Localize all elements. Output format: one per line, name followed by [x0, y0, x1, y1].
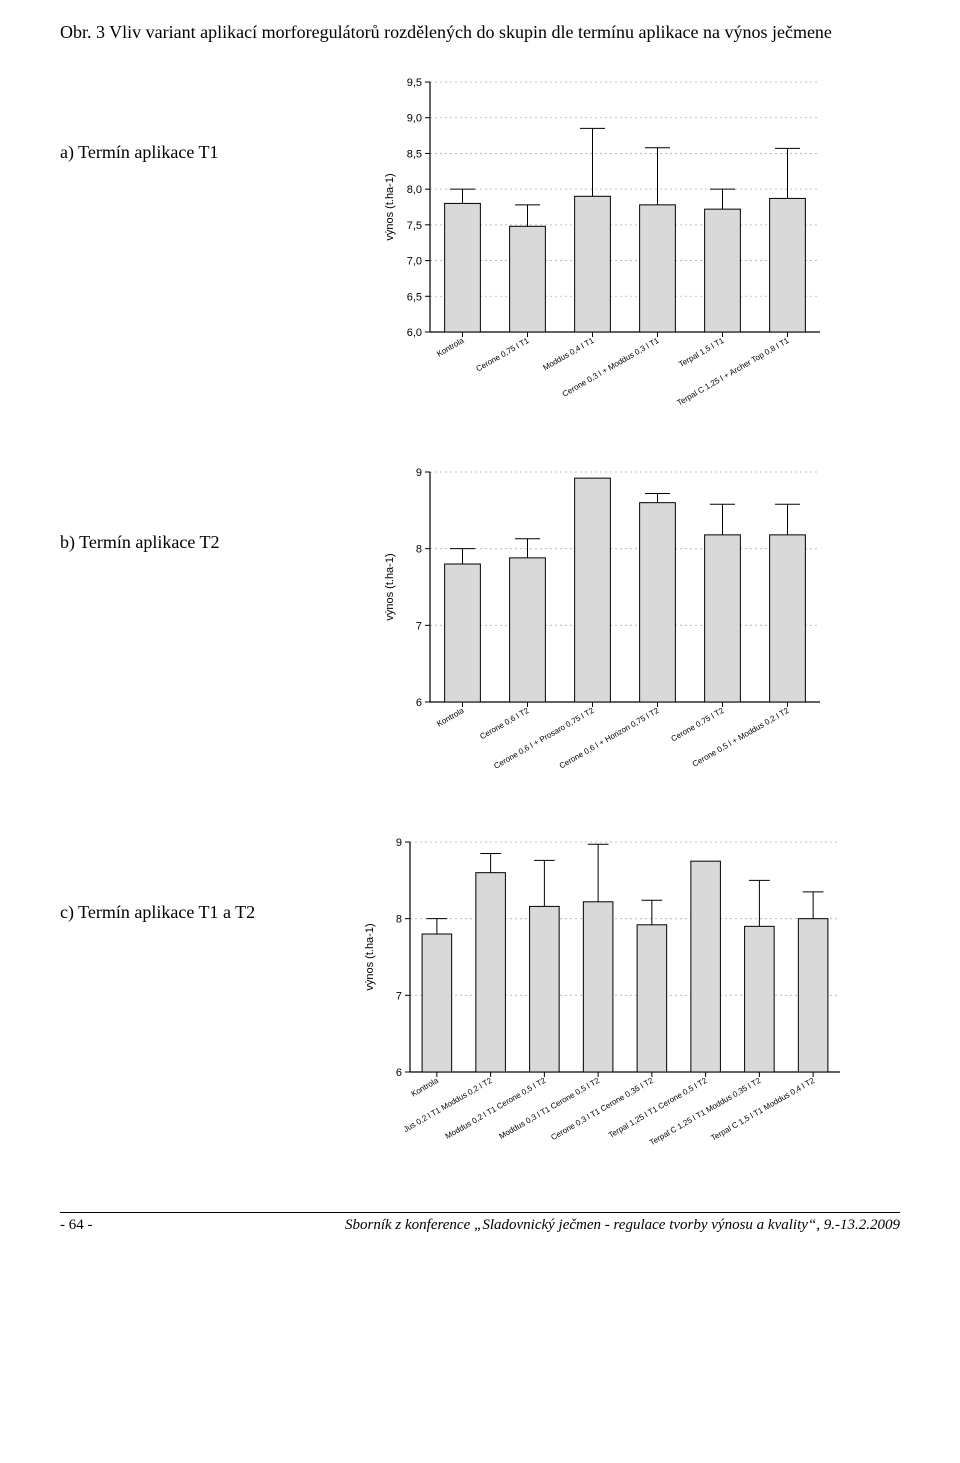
svg-text:8: 8	[416, 544, 422, 556]
svg-text:7: 7	[416, 621, 422, 633]
svg-text:9: 9	[396, 837, 402, 849]
panel-b-row: b) Termín aplikace T2 6 7 8 9 výnos (t.ha-1)…	[60, 462, 900, 812]
svg-text:8,5: 8,5	[407, 149, 422, 161]
svg-text:6: 6	[416, 697, 422, 709]
svg-text:6,0: 6,0	[407, 327, 422, 339]
svg-text:výnos (t.ha-1): výnos (t.ha-1)	[384, 174, 396, 241]
footer-citation: Sborník z konference „Sladovnický ječmen…	[345, 1217, 900, 1234]
footer: - 64 - Sborník z konference „Sladovnický…	[60, 1212, 900, 1234]
panel-a-row: a) Termín aplikace T1 6,0 6,5 7,0 7,5 8,0 8,5…	[60, 72, 900, 442]
panel-a-chart: 6,06,57,07,58,08,59,09,5výnos (t.ha-1)Ko…	[375, 72, 835, 442]
panel-b-chart: 6789výnos (t.ha-1)KontrolaCerone 0,6 l T…	[375, 462, 835, 812]
svg-text:9,0: 9,0	[407, 113, 422, 125]
svg-text:8: 8	[396, 914, 402, 926]
panel-c-label: c) Termín aplikace T1 a T2	[60, 832, 310, 923]
panel-a-chart-wrap: 6,06,57,07,58,08,59,09,5výnos (t.ha-1)Ko…	[310, 72, 900, 442]
footer-page-number: - 64 -	[60, 1217, 93, 1234]
svg-text:6: 6	[396, 1067, 402, 1079]
panel-c-chart-wrap: 6789výnos (t.ha-1)KontrolaJus 0,2 l T1 M…	[310, 832, 900, 1182]
figure-title: Obr. 3 Vliv variant aplikací morforegulá…	[60, 20, 900, 44]
svg-text:7,0: 7,0	[407, 256, 422, 268]
panel-c-row: c) Termín aplikace T1 a T2 6 7 8 9 výnos (t.…	[60, 832, 900, 1182]
panel-b-label: b) Termín aplikace T2	[60, 462, 310, 553]
svg-text:výnos (t.ha-1): výnos (t.ha-1)	[364, 924, 376, 991]
page-root: Obr. 3 Vliv variant aplikací morforegulá…	[0, 0, 960, 1274]
svg-text:7,5: 7,5	[407, 220, 422, 232]
svg-text:6,5: 6,5	[407, 292, 422, 304]
panel-b-chart-wrap: 6789výnos (t.ha-1)KontrolaCerone 0,6 l T…	[310, 462, 900, 812]
svg-text:7: 7	[396, 991, 402, 1003]
svg-text:výnos (t.ha-1): výnos (t.ha-1)	[384, 554, 396, 621]
svg-text:9,5: 9,5	[407, 77, 422, 89]
panel-c-chart: 6789výnos (t.ha-1)KontrolaJus 0,2 l T1 M…	[355, 832, 855, 1182]
svg-text:8,0: 8,0	[407, 184, 422, 196]
panel-a-label: a) Termín aplikace T1	[60, 72, 310, 163]
svg-text:9: 9	[416, 467, 422, 479]
